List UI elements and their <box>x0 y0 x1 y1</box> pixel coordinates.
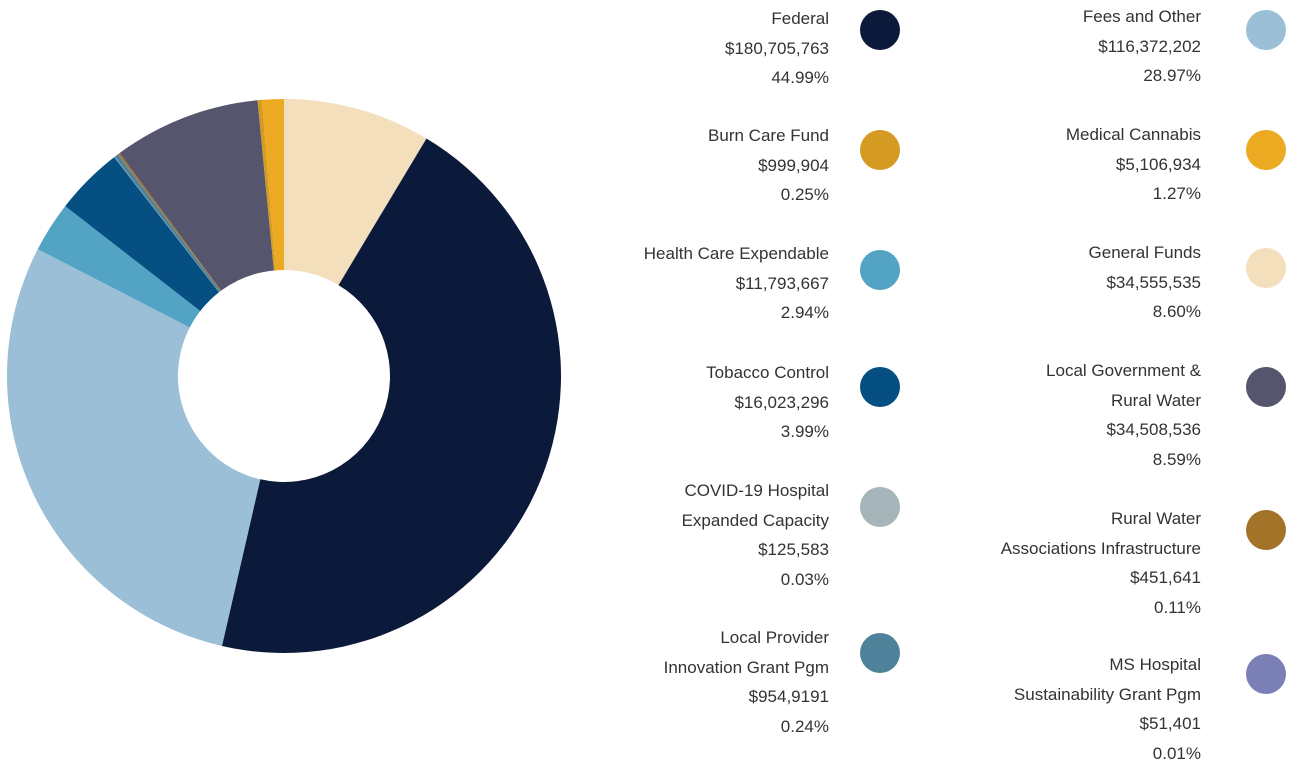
legend-label: Burn Care Fund <box>708 126 829 145</box>
legend-entry: Tobacco Control $16,023,296 3.99% <box>706 358 829 447</box>
donut-segment <box>37 206 201 328</box>
donut-segment <box>114 156 220 293</box>
legend-label: Local Government & Rural Water <box>1046 361 1201 410</box>
legend-entry: General Funds $34,555,535 8.60% <box>1089 238 1201 327</box>
legend-percent: 0.01% <box>1152 743 1201 761</box>
legend-entry: Medical Cannabis $5,106,934 1.27% <box>1066 120 1201 209</box>
legend-entry: COVID-19 Hospital Expanded Capacity $125,… <box>682 476 829 594</box>
legend-swatch <box>860 10 900 50</box>
legend-label: General Funds <box>1088 243 1201 262</box>
legend-amount: $34,555,535 <box>1106 272 1201 292</box>
legend-amount: $34,508,536 <box>1106 420 1201 439</box>
legend-label: Local Provider Innovation Grant Pgm <box>663 628 829 677</box>
donut-segment <box>284 99 427 286</box>
legend-amount: $999,904 <box>758 155 829 175</box>
donut-segment <box>261 99 284 271</box>
legend-amount: $16,023,296 <box>734 392 829 412</box>
legend-percent: 0.03% <box>780 569 829 589</box>
legend-percent: 0.25% <box>780 185 829 204</box>
legend-percent: 0.11% <box>1154 597 1201 617</box>
legend-amount: $451,641 <box>1130 568 1201 587</box>
donut-chart <box>7 99 561 653</box>
legend-label: Fees and Other <box>1082 7 1201 26</box>
legend-label: MS Hospital Sustainability Grant Pgm <box>1013 655 1201 704</box>
legend-label: Federal <box>771 9 829 28</box>
legend-swatch <box>860 633 900 673</box>
legend-amount: $51,401 <box>1139 714 1201 733</box>
legend-percent: 3.99% <box>780 422 829 441</box>
legend-swatch <box>860 487 900 527</box>
legend-amount: $125,583 <box>758 540 829 559</box>
legend-percent: 8.59% <box>1152 449 1201 469</box>
legend-label: COVID-19 Hospital Expanded Capacity <box>681 481 829 530</box>
legend-amount: $116,372,202 <box>1098 36 1201 56</box>
legend-label: Rural Water Associations Infrastructure <box>1000 509 1201 558</box>
legend-swatch <box>860 367 900 407</box>
legend-swatch <box>1246 10 1286 50</box>
legend-amount: $11,793,667 <box>735 273 829 293</box>
donut-segment <box>221 138 561 653</box>
legend-amount: $180,705,763 <box>725 38 829 58</box>
donut-segment <box>257 99 276 271</box>
legend-amount: $954,9191 <box>748 687 829 706</box>
legend-entry: Rural Water Associations Infrastructure $… <box>1001 504 1201 622</box>
donut-segment <box>7 249 261 646</box>
legend-swatch <box>1246 510 1286 550</box>
donut-segment <box>114 154 221 293</box>
legend-entry: Federal $180,705,763 44.99% <box>725 4 829 93</box>
legend-entry: Local Provider Innovation Grant Pgm $954,… <box>664 623 829 741</box>
legend-swatch <box>860 250 900 290</box>
legend-percent: 1.27% <box>1152 184 1201 203</box>
legend-entry: Health Care Expendable $11,793,667 2.94% <box>644 239 829 328</box>
donut-segment <box>65 157 220 311</box>
legend-swatch <box>1246 248 1286 288</box>
donut-segment <box>118 153 222 292</box>
legend-percent: 44.99% <box>771 68 829 87</box>
legend-entry: MS Hospital Sustainability Grant Pgm $51,… <box>1014 650 1201 761</box>
legend-amount: $5,106,934 <box>1115 154 1201 174</box>
legend-entry: Fees and Other $116,372,202 28.97% <box>1083 2 1201 91</box>
legend-percent: 28.97% <box>1143 66 1201 85</box>
legend-entry: Burn Care Fund $999,904 0.25% <box>708 121 829 210</box>
legend-percent: 8.60% <box>1152 302 1201 321</box>
legend-swatch <box>860 130 900 170</box>
legend-percent: 0.24% <box>780 716 829 736</box>
legend-label: Medical Cannabis <box>1065 125 1201 144</box>
legend-label: Tobacco Control <box>706 363 829 382</box>
donut-segment <box>117 154 221 292</box>
donut-segment <box>119 100 274 291</box>
legend-entry: Local Government & Rural Water $34,508,53… <box>1046 356 1201 474</box>
legend-label: Health Care Expendable <box>643 244 829 263</box>
legend-swatch <box>1246 130 1286 170</box>
legend-swatch <box>1246 367 1286 407</box>
legend-percent: 2.94% <box>780 303 829 322</box>
legend-swatch <box>1246 654 1286 694</box>
